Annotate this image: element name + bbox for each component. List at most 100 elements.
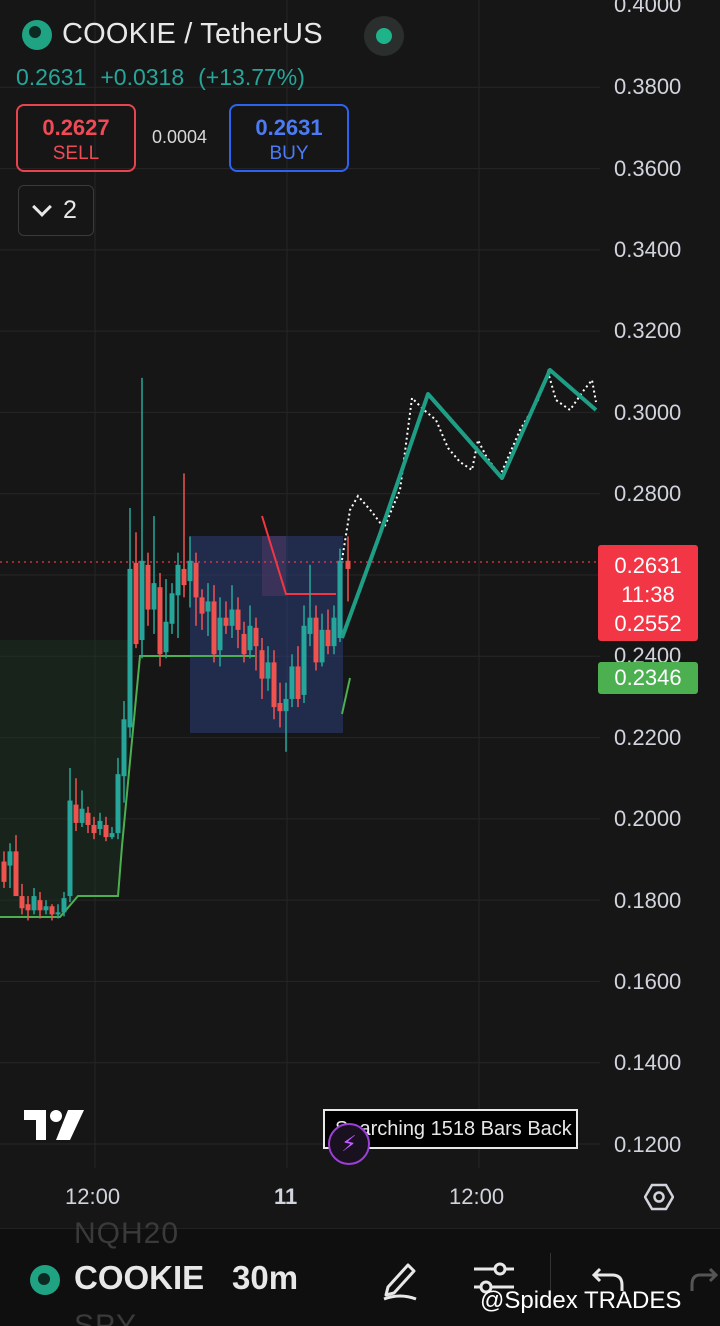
bar-search-status: Searching 1518 Bars Back bbox=[323, 1109, 578, 1149]
candle-body bbox=[235, 609, 241, 630]
price-axis-label: 0.3600 bbox=[614, 156, 682, 181]
symbol-header[interactable]: COOKIE / TetherUS bbox=[22, 18, 323, 51]
candle-body bbox=[181, 568, 187, 586]
quote-line: 0.2631 +0.0318 (+13.77%) bbox=[16, 64, 305, 91]
candle-body bbox=[133, 562, 139, 645]
candle-body bbox=[193, 562, 199, 598]
toolbar-divider bbox=[550, 1253, 551, 1303]
candle-body bbox=[79, 808, 85, 823]
toolbar-symbol[interactable]: COOKIE bbox=[74, 1259, 205, 1296]
buy-button[interactable]: 0.2631 BUY bbox=[229, 104, 349, 172]
price-axis-label: 0.4000 bbox=[614, 0, 682, 17]
pencil-icon[interactable] bbox=[380, 1257, 420, 1301]
sliders-icon[interactable] bbox=[472, 1257, 516, 1301]
price-chart[interactable] bbox=[0, 0, 720, 1228]
candle-body bbox=[265, 662, 271, 679]
candle-body bbox=[289, 666, 295, 699]
watermark-text: @Spidex TRADES bbox=[480, 1287, 682, 1314]
candle-body bbox=[295, 666, 301, 699]
candle-body bbox=[307, 617, 313, 634]
candle-body bbox=[223, 617, 229, 626]
candle-body bbox=[325, 629, 331, 647]
candle-body bbox=[73, 804, 79, 823]
current-price-value: 0.2631 bbox=[614, 553, 682, 578]
candle-body bbox=[109, 833, 115, 838]
candle-body bbox=[85, 812, 91, 825]
range-box-highlight bbox=[262, 536, 286, 596]
candle-body bbox=[337, 560, 343, 638]
candle-body bbox=[7, 851, 13, 866]
projection-dotted-path bbox=[341, 368, 597, 561]
candle-body bbox=[37, 900, 43, 911]
candle-body bbox=[187, 560, 193, 582]
candle-body bbox=[345, 560, 351, 569]
candle-body bbox=[163, 621, 169, 653]
candle-body bbox=[331, 617, 337, 647]
support-line bbox=[0, 655, 255, 918]
candle-body bbox=[217, 617, 223, 651]
candle-body bbox=[49, 906, 55, 915]
candle-body bbox=[319, 629, 325, 663]
candle-body bbox=[115, 774, 121, 834]
spread-value: 0.0004 bbox=[152, 127, 208, 147]
time-axis-label: 12:00 bbox=[449, 1184, 505, 1209]
sell-price: 0.2627 bbox=[42, 115, 110, 140]
support-line-segment bbox=[341, 677, 351, 715]
price-axis-label: 0.2800 bbox=[614, 481, 682, 506]
lightning-bolt-icon[interactable]: ⚡ bbox=[328, 1123, 370, 1165]
interval-selector[interactable]: 30m bbox=[232, 1259, 299, 1296]
price-axis-label: 0.2200 bbox=[614, 725, 682, 750]
resistance-line bbox=[261, 515, 336, 595]
candle-body bbox=[241, 633, 247, 655]
candle-body bbox=[19, 896, 25, 909]
price-axis-label: 0.3000 bbox=[614, 400, 682, 425]
candle-body bbox=[199, 597, 205, 614]
candle-body bbox=[13, 851, 19, 897]
candle-body bbox=[277, 703, 283, 712]
redo-icon[interactable] bbox=[690, 1263, 720, 1293]
sell-button[interactable]: 0.2627 SELL bbox=[16, 104, 136, 172]
price-axis-label: 0.3400 bbox=[614, 237, 682, 262]
candle-body bbox=[1, 861, 7, 882]
price-axis-label: 0.1400 bbox=[614, 1050, 682, 1075]
candle-body bbox=[175, 564, 181, 596]
candle-body bbox=[145, 564, 151, 610]
ghost-symbol-above: NQH20 bbox=[74, 1217, 180, 1250]
chevron-down-icon bbox=[32, 196, 52, 217]
ghost-symbol-below: SPY bbox=[74, 1309, 138, 1326]
candle-body bbox=[25, 904, 31, 911]
price-axis-label: 0.1200 bbox=[614, 1132, 682, 1157]
cookie-logo-icon bbox=[30, 1265, 60, 1295]
red-level-value: 0.2552 bbox=[614, 611, 682, 636]
candle-body bbox=[301, 625, 307, 695]
bottom-toolbar: NQH20 COOKIE 30m @Spidex TRADES SPY bbox=[0, 1217, 720, 1326]
candle-body bbox=[229, 609, 235, 626]
projection-path bbox=[340, 368, 598, 639]
candle-body bbox=[121, 719, 127, 777]
settings-hexagon-icon[interactable] bbox=[644, 1182, 674, 1212]
candle-body bbox=[55, 912, 61, 915]
time-axis-label: 11 bbox=[274, 1184, 298, 1209]
candle-body bbox=[271, 662, 277, 708]
candle-body bbox=[151, 583, 157, 610]
sell-label: SELL bbox=[52, 143, 100, 164]
cookie-logo-icon bbox=[22, 19, 52, 50]
live-status-icon[interactable] bbox=[364, 16, 404, 56]
candle-body bbox=[91, 824, 97, 834]
undo-icon[interactable] bbox=[590, 1263, 626, 1293]
candle-body bbox=[103, 824, 109, 838]
candle-body bbox=[157, 587, 163, 655]
candle-body bbox=[67, 800, 73, 897]
last-price: 0.2631 bbox=[16, 64, 87, 90]
candle-body bbox=[247, 625, 253, 651]
price-change: +0.0318 bbox=[100, 64, 185, 90]
candle-body bbox=[169, 593, 175, 624]
bar-countdown: 11:38 bbox=[621, 582, 675, 607]
indicators-toggle-button[interactable]: 2 bbox=[18, 185, 94, 236]
indicator-count: 2 bbox=[63, 196, 77, 224]
candle-body bbox=[283, 698, 289, 712]
candle-body bbox=[259, 650, 265, 679]
price-change-pct: (+13.77%) bbox=[198, 64, 305, 90]
candle-body bbox=[97, 820, 103, 830]
candle-body bbox=[211, 601, 217, 655]
